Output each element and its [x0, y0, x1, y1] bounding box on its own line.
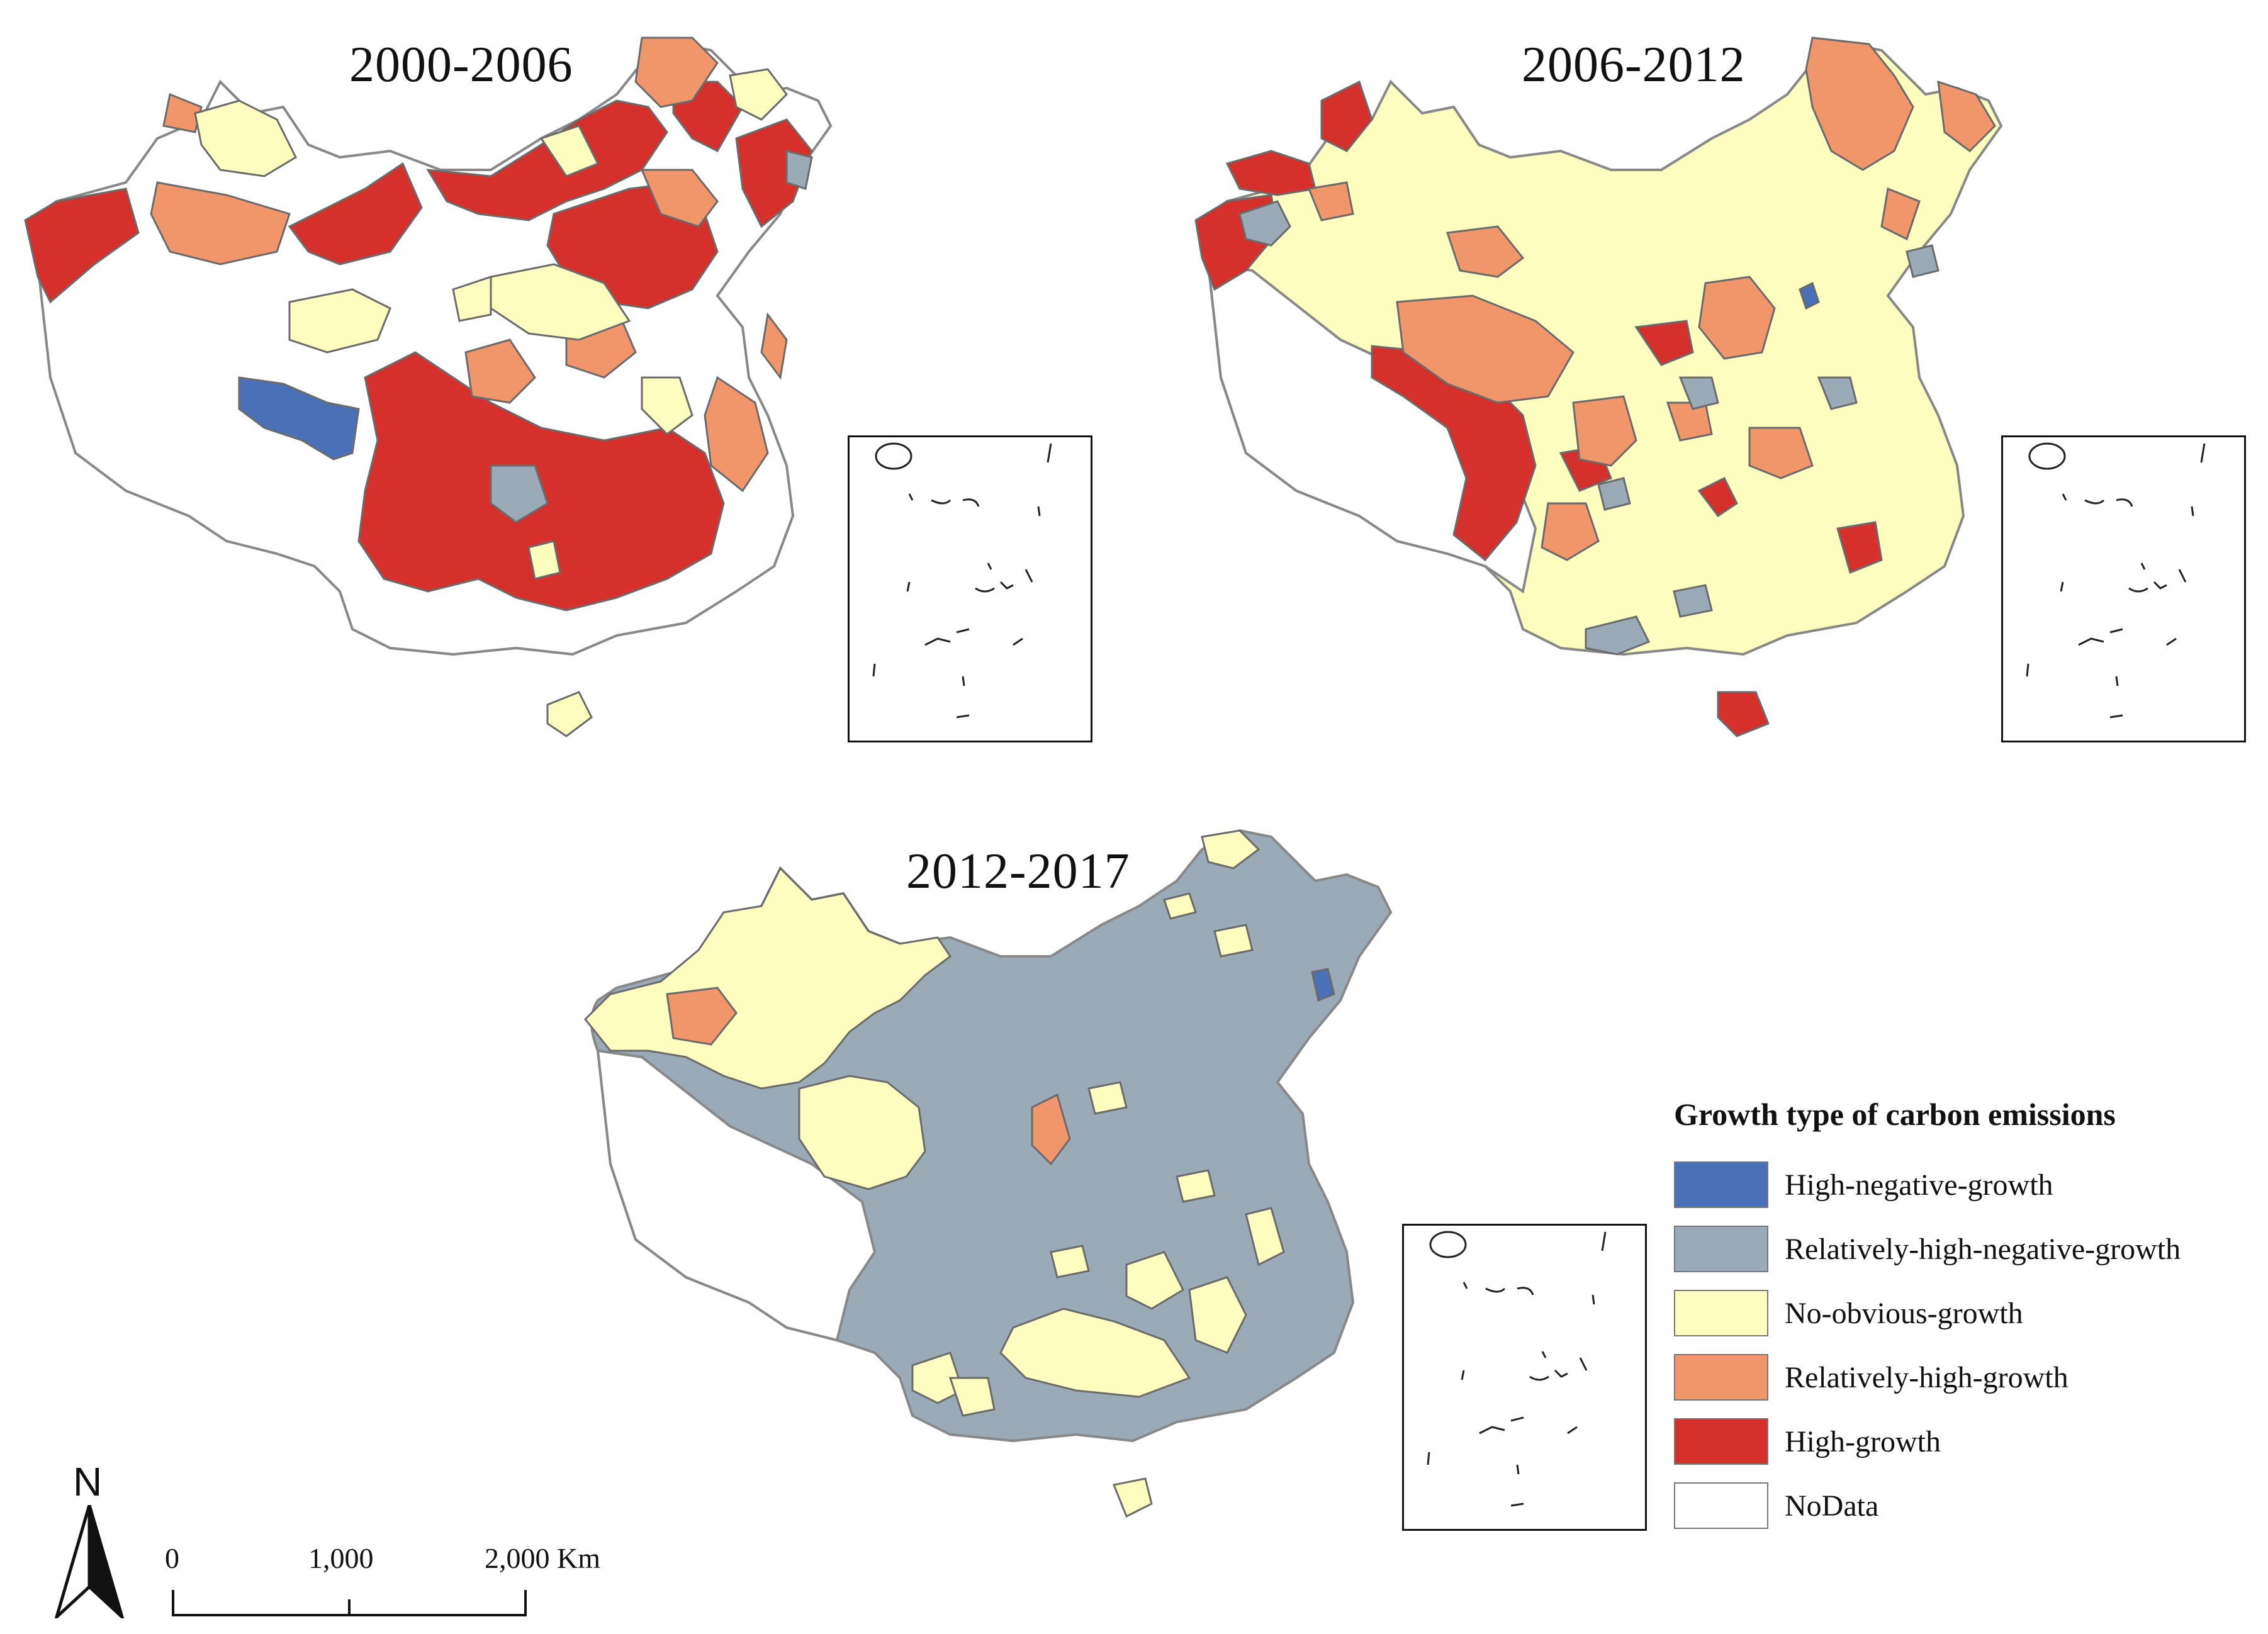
inset-south-china-sea-1: [848, 435, 1092, 742]
legend-label: High-growth: [1785, 1424, 1941, 1458]
legend-item: Relatively-high-growth: [1674, 1353, 2069, 1402]
legend-item: High-negative-growth: [1674, 1160, 2053, 1209]
map-2000-2006: [24, 36, 833, 737]
inset-south-china-sea-2: [2001, 435, 2246, 742]
legend-item: No-obvious-growth: [1674, 1289, 2023, 1338]
region-relatively-high-negative-growth: [490, 150, 813, 523]
inset-islands: [872, 442, 1052, 719]
north-arrow-icon: [54, 1505, 125, 1618]
inset-islands: [1427, 1231, 1607, 1507]
region-relatively-high-growth: [666, 987, 1071, 1166]
legend-swatch: [1674, 1418, 1768, 1465]
legend-label: High-negative-growth: [1785, 1168, 2053, 1202]
panel-title-2006-2012: 2006-2012: [1522, 37, 1746, 92]
legend-label: Relatively-high-growth: [1785, 1360, 2069, 1394]
scale-tick-2000: 2,000 Km: [485, 1542, 600, 1574]
north-arrow-label: N: [73, 1459, 103, 1504]
region-relatively-high-growth: [1307, 36, 1996, 561]
inset-south-china-sea-3: [1402, 1224, 1647, 1531]
region-no-obvious-growth: [194, 68, 788, 737]
panel-title-2012-2017: 2012-2017: [906, 844, 1130, 899]
inset-islands: [2026, 442, 2206, 719]
map-2006-2012: [1194, 36, 2003, 737]
region-nodata: [596, 1049, 877, 1342]
region-high-negative-growth: [1799, 281, 1820, 310]
panel-title-2000-2006: 2000-2006: [349, 37, 573, 92]
region-relatively-high-negative-growth: [1238, 200, 1940, 656]
legend-title: Growth type of carbon emissions: [1674, 1097, 2116, 1132]
legend-item: NoData: [1674, 1481, 1878, 1530]
legend-label: No-obvious-growth: [1785, 1296, 2023, 1330]
scale-tick-0: 0: [165, 1542, 179, 1574]
legend-swatch: [1674, 1354, 1768, 1401]
scale-bar: [172, 1590, 527, 1616]
region-high-negative-growth: [1311, 968, 1335, 1002]
legend-label: Relatively-high-negative-growth: [1785, 1232, 2181, 1266]
legend-swatch: [1674, 1290, 1768, 1336]
legend-swatch: [1674, 1161, 1768, 1208]
legend-item: Relatively-high-negative-growth: [1674, 1224, 2181, 1273]
legend-label: NoData: [1785, 1489, 1879, 1523]
region-relatively-high-growth: [150, 36, 788, 493]
region-high-negative-growth: [238, 376, 360, 461]
scale-tick-1000: 1,000: [308, 1542, 374, 1574]
map-2012-2017: [583, 829, 1393, 1518]
legend-item: High-growth: [1674, 1417, 1941, 1466]
legend-swatch: [1674, 1482, 1768, 1529]
legend-swatch: [1674, 1226, 1768, 1272]
